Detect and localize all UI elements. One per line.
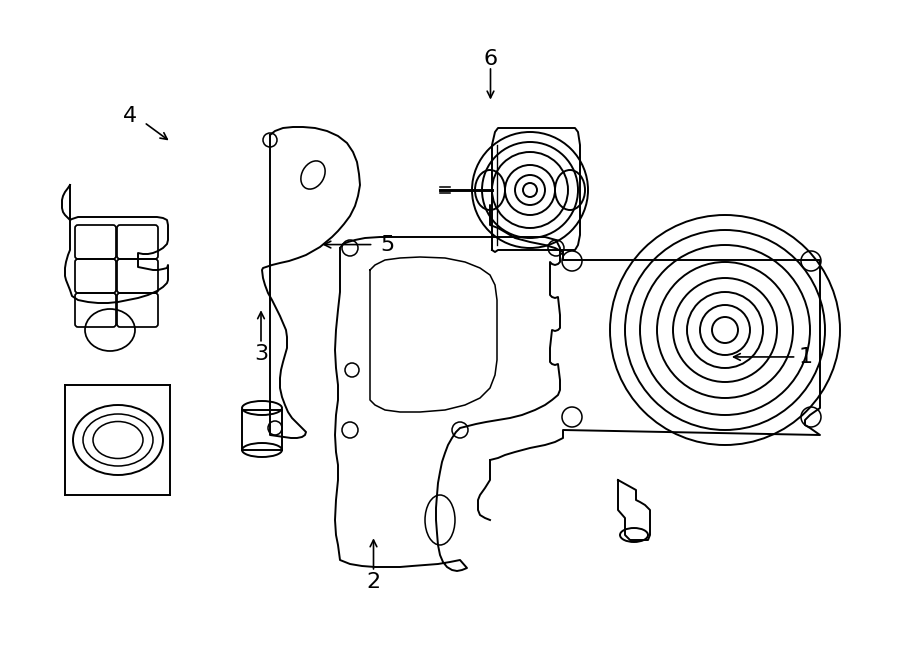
Text: 6: 6 xyxy=(483,50,498,69)
Text: 4: 4 xyxy=(123,106,138,126)
Text: 2: 2 xyxy=(366,572,381,592)
Text: 3: 3 xyxy=(254,344,268,364)
Text: 1: 1 xyxy=(798,347,813,367)
Text: 5: 5 xyxy=(380,235,394,254)
